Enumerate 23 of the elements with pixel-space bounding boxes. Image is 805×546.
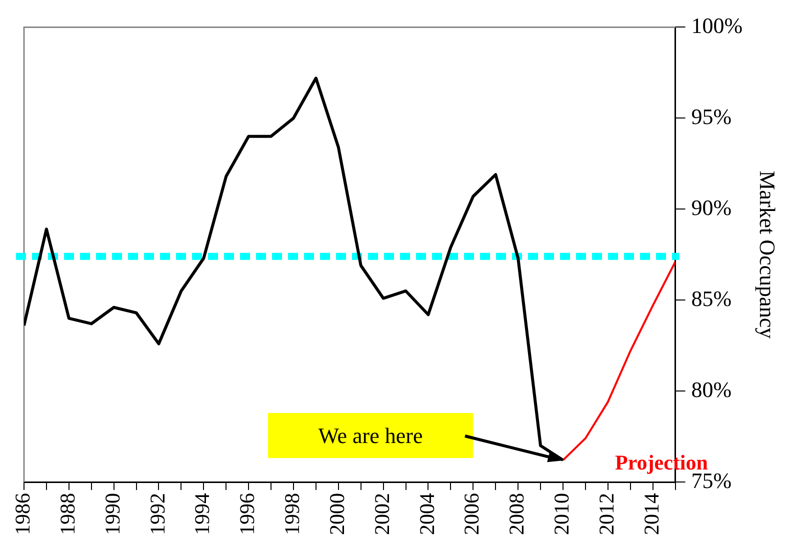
x-tick-label: 1996 bbox=[235, 493, 260, 535]
x-tick-label: 1986 bbox=[10, 493, 35, 535]
y-tick-label: 90% bbox=[691, 194, 732, 220]
y-tick-label: 80% bbox=[691, 376, 732, 402]
x-tick-label: 1990 bbox=[100, 493, 124, 535]
y-axis-title: Market Occupancy bbox=[755, 170, 780, 339]
x-tick-label: 1998 bbox=[280, 493, 304, 535]
y-tick-label: 100% bbox=[691, 12, 743, 38]
callout-box: We are here bbox=[268, 413, 473, 458]
x-tick-label: 2006 bbox=[460, 493, 484, 535]
annotation: We are here bbox=[318, 422, 423, 449]
x-tick-label: 2002 bbox=[370, 493, 394, 535]
y-tick-label: 95% bbox=[691, 104, 732, 129]
x-tick-label: 2014 bbox=[639, 492, 664, 535]
x-tick-label: 1994 bbox=[190, 492, 214, 535]
x-tick-label: 2008 bbox=[504, 493, 529, 535]
x-tick-label: 2000 bbox=[324, 493, 349, 535]
y-tick-label: 85% bbox=[691, 286, 732, 311]
x-tick-label: 2010 bbox=[550, 493, 574, 535]
x-tick-label: 1988 bbox=[55, 493, 80, 535]
x-tick-label: 2004 bbox=[414, 492, 439, 535]
x-tick-label: 1992 bbox=[145, 493, 170, 535]
x-tick-label: 2012 bbox=[594, 493, 618, 535]
